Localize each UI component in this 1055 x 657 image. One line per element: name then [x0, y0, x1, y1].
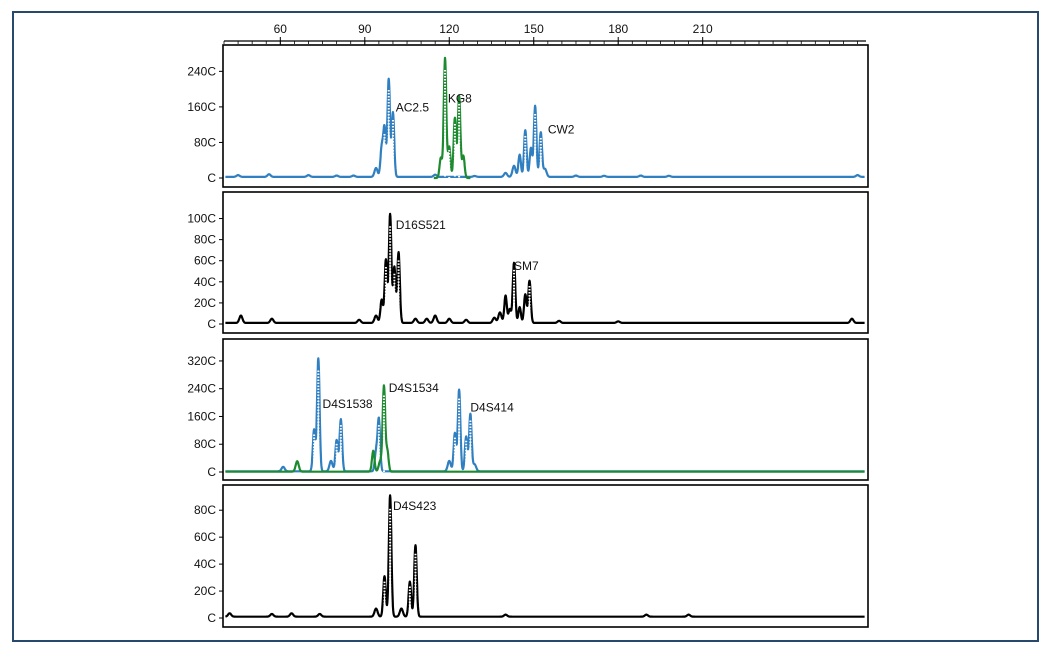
- panel-2-frame: [222, 191, 869, 334]
- panel-1-frame: [222, 44, 869, 188]
- y-tick-label: 240C: [187, 64, 216, 78]
- y-tick-label: 80C: [194, 437, 216, 451]
- y-tick-label: 40C: [194, 557, 216, 571]
- y-tick-label: 80C: [194, 233, 216, 247]
- allele-label: D4S414: [470, 400, 514, 414]
- trace-green: [224, 384, 866, 473]
- panel-4-frame: [222, 484, 869, 628]
- y-tick-label: C: [207, 465, 216, 479]
- allele-label: AC2.5: [396, 100, 430, 114]
- allele-label: D4S1538: [323, 397, 373, 411]
- allele-label: SM7: [514, 259, 539, 273]
- y-tick-label: 240C: [187, 382, 216, 396]
- y-tick-label: 20C: [194, 296, 216, 310]
- trace-black: [224, 494, 866, 618]
- y-tick-label: 20C: [194, 584, 216, 598]
- x-tick-label: 150: [524, 22, 544, 36]
- y-tick-label: 60C: [194, 254, 216, 268]
- y-tick-label: 100C: [187, 212, 216, 226]
- trace-black: [224, 212, 866, 324]
- x-tick-label: 210: [693, 22, 713, 36]
- x-tick-label: 180: [608, 22, 628, 36]
- y-tick-label: C: [207, 171, 216, 185]
- y-tick-label: 60C: [194, 530, 216, 544]
- x-tick-label: 60: [274, 22, 288, 36]
- y-tick-label: 160C: [187, 409, 216, 423]
- allele-label: D4S423: [393, 499, 437, 513]
- allele-label: D4S1534: [389, 381, 439, 395]
- x-tick-label: 90: [358, 22, 372, 36]
- y-tick-label: 40C: [194, 275, 216, 289]
- y-tick-label: C: [207, 611, 216, 625]
- allele-label: CW2: [548, 123, 575, 137]
- y-tick-label: C: [207, 317, 216, 331]
- y-tick-label: 320C: [187, 354, 216, 368]
- x-tick-label: 120: [439, 22, 459, 36]
- figure-frame: [12, 11, 1039, 642]
- y-tick-label: 160C: [187, 100, 216, 114]
- panel-3-frame: [222, 338, 869, 481]
- trace-blue: [224, 77, 866, 178]
- allele-label: KG8: [448, 91, 472, 105]
- allele-label: D16S521: [396, 218, 446, 232]
- trace-green: [433, 56, 472, 180]
- y-tick-label: 80C: [194, 135, 216, 149]
- y-tick-label: 80C: [194, 503, 216, 517]
